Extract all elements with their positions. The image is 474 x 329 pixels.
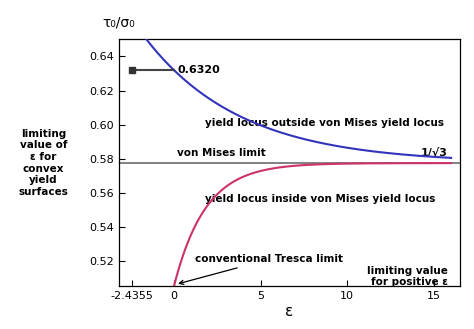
Text: limiting value
for positive ε: limiting value for positive ε [367, 266, 447, 288]
Text: limiting
value of
ε for
convex
yield
surfaces: limiting value of ε for convex yield sur… [18, 129, 68, 197]
Text: von Mises limit: von Mises limit [176, 148, 265, 158]
Text: yield locus outside von Mises yield locus: yield locus outside von Mises yield locu… [205, 118, 444, 128]
Text: yield locus inside von Mises yield locus: yield locus inside von Mises yield locus [205, 194, 436, 204]
Text: 1/√3: 1/√3 [421, 148, 447, 158]
Y-axis label: τ₀/σ₀: τ₀/σ₀ [102, 15, 135, 30]
Text: 0.6320: 0.6320 [177, 65, 220, 75]
Text: conventional Tresca limit: conventional Tresca limit [179, 254, 343, 284]
X-axis label: ε: ε [285, 304, 293, 319]
